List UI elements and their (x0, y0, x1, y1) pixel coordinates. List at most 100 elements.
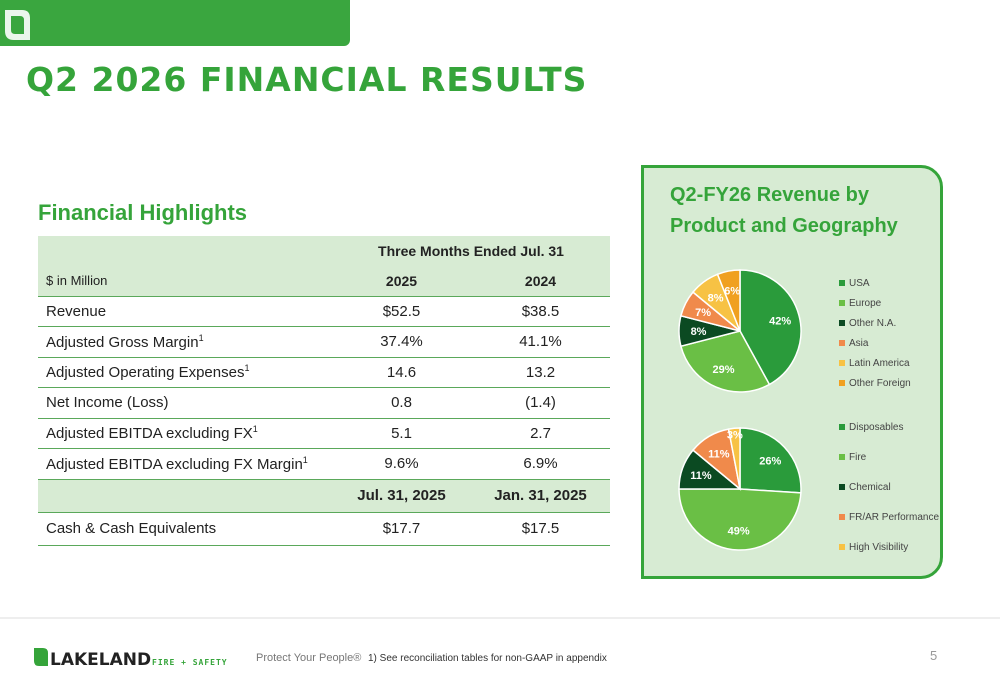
legend-item: Asia (839, 338, 868, 349)
table-header-years: $ in Million 2025 2024 (38, 266, 610, 297)
footnote-marker: 1 (252, 424, 258, 435)
lakeland-mark-icon (5, 10, 30, 40)
legend-label: Other Foreign (849, 378, 911, 389)
legend-swatch (839, 484, 845, 491)
row-value-prior: (1.4) (471, 387, 610, 419)
pie-data-label: 7% (695, 307, 711, 319)
header-bar (0, 0, 350, 46)
table-header-dates: Jul. 31, 2025 Jan. 31, 2025 (38, 478, 610, 513)
pie-data-label: 42% (769, 316, 791, 328)
row-value-current: 5.1 (332, 418, 471, 449)
tagline: Protect Your People® (256, 652, 362, 664)
pie-slice (716, 269, 741, 332)
table-row: Adjusted Gross Margin1 37.4% 41.1% (38, 326, 610, 358)
pie-slice (739, 269, 802, 386)
row-label: Adjusted EBITDA excluding FX Margin1 (38, 448, 332, 480)
legend-item: High Visibility (839, 542, 908, 553)
footnote: 1) See reconciliation tables for non-GAA… (368, 653, 607, 664)
legend-label: Chemical (849, 482, 891, 493)
pie-data-label: 26% (759, 456, 781, 468)
legend-label: Latin America (849, 358, 910, 369)
pie-data-label: 8% (691, 326, 707, 338)
legend-swatch (839, 424, 845, 431)
legend-label: USA (849, 278, 870, 289)
pie-slice (678, 488, 802, 551)
row-value-prior: 6.9% (471, 448, 610, 480)
table-row: Adjusted Operating Expenses1 14.6 13.2 (38, 357, 610, 388)
legend-swatch (839, 320, 845, 327)
financial-highlights-title: Financial Highlights (38, 200, 248, 225)
row-label: Adjusted Operating Expenses1 (38, 357, 332, 388)
legend-label: Europe (849, 298, 882, 309)
row-value-prior: $17.5 (471, 512, 610, 546)
table-row: Revenue $52.5 $38.5 (38, 296, 610, 327)
legend-swatch (839, 544, 845, 551)
row-label: Revenue (38, 296, 332, 327)
legend-swatch (839, 360, 845, 367)
legend-item: Disposables (839, 422, 903, 433)
legend-item: Chemical (839, 482, 891, 493)
period-header: Three Months Ended Jul. 31 (332, 236, 610, 266)
legend-label: High Visibility (849, 542, 909, 553)
financial-highlights-table: Three Months Ended Jul. 31 $ in Million … (38, 236, 610, 546)
date2-header: Jan. 31, 2025 (471, 478, 610, 513)
footer-divider (0, 617, 1000, 619)
page-number: 5 (930, 648, 938, 663)
table-row: Net Income (Loss) 0.8 (1.4) (38, 387, 610, 419)
date1-header: Jul. 31, 2025 (332, 478, 471, 513)
row-label: Adjusted EBITDA excluding FX1 (38, 418, 332, 449)
row-value-current: 14.6 (332, 357, 471, 388)
row-value-prior: 13.2 (471, 357, 610, 388)
row-value-current: 37.4% (332, 326, 471, 358)
legend-item: FR/AR Performance (839, 512, 939, 523)
unit-label: $ in Million (38, 266, 332, 297)
legend-label: FR/AR Performance (849, 512, 940, 523)
pie-data-label: 8% (708, 292, 724, 304)
row-label: Cash & Cash Equivalents (38, 512, 332, 546)
row-value-prior: 41.1% (471, 326, 610, 358)
brand-name: LAKELAND (50, 650, 151, 669)
legend-item: Europe (839, 298, 881, 309)
year-2024-header: 2024 (471, 266, 610, 297)
legend-label: Asia (849, 338, 869, 349)
legend-swatch (839, 454, 845, 461)
row-value-current: 9.6% (332, 448, 471, 480)
legend-item: Other N.A. (839, 318, 896, 329)
legend-swatch (839, 340, 845, 347)
geography-pie-chart: 42%29%8%7%8%6% (678, 269, 802, 393)
legend-label: Fire (849, 452, 867, 463)
footnote-marker: 1 (198, 332, 204, 343)
footnote-marker: 1 (302, 454, 308, 465)
row-value-current: $52.5 (332, 296, 471, 327)
legend-swatch (839, 300, 845, 307)
page-title: Q2 2026 FINANCIAL RESULTS (26, 60, 588, 99)
legend-item: Fire (839, 452, 866, 463)
legend-swatch (839, 280, 845, 287)
pie-data-label: 29% (713, 364, 735, 376)
legend-swatch (839, 514, 845, 521)
row-value-prior: 2.7 (471, 418, 610, 449)
pie-data-label: 49% (728, 525, 750, 537)
pie-data-label: 3% (727, 429, 743, 441)
pie-data-label: 11% (690, 470, 712, 482)
lakeland-footer-logo: LAKELAND FIRE + SAFETY (34, 648, 228, 669)
legend-label: Other N.A. (849, 318, 897, 329)
legend-swatch (839, 380, 845, 387)
pie-slice (739, 427, 802, 494)
row-label: Net Income (Loss) (38, 387, 332, 419)
pie-data-label: 6% (724, 285, 740, 297)
row-value-current: $17.7 (332, 512, 471, 546)
legend-label: Disposables (849, 422, 904, 433)
table-header-period: Three Months Ended Jul. 31 (38, 236, 610, 266)
legend-item: Latin America (839, 358, 910, 369)
year-2025-header: 2025 (332, 266, 471, 297)
pie-slice (680, 330, 771, 393)
brand-sub: FIRE + SAFETY (152, 658, 228, 667)
footnote-marker: 1 (244, 363, 250, 374)
legend-item: Other Foreign (839, 378, 911, 389)
row-value-prior: $38.5 (471, 296, 610, 327)
row-label: Adjusted Gross Margin1 (38, 326, 332, 358)
pie-slice (727, 427, 741, 490)
panel-title: Q2-FY26 Revenue by Product and Geography (670, 184, 898, 237)
pie-data-label: 11% (708, 448, 730, 460)
